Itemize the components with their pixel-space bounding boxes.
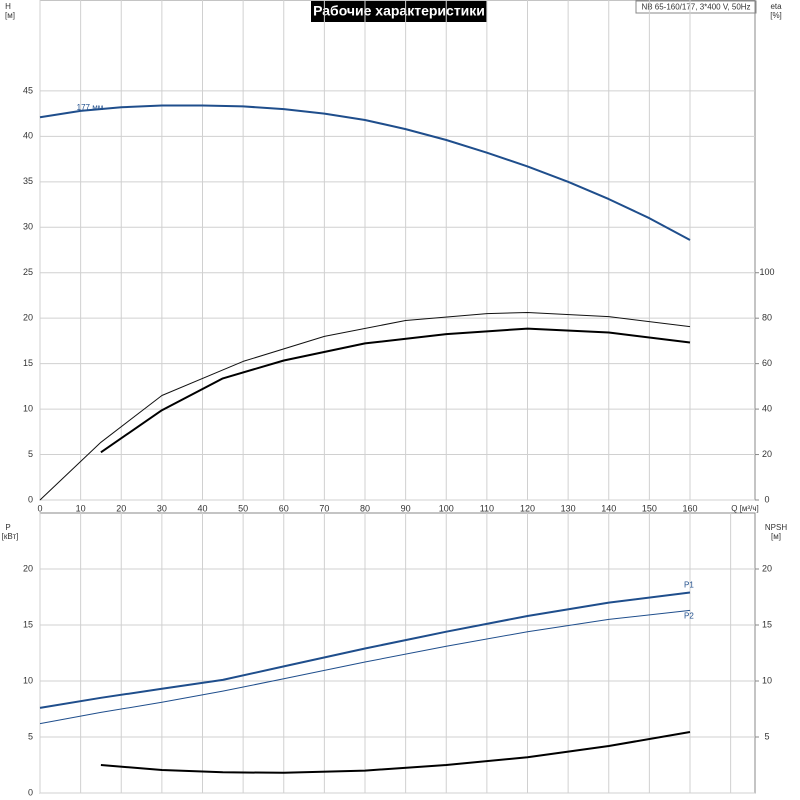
series-line: [39, 104, 691, 241]
x-tick-label: 70: [319, 503, 329, 513]
y-tick-label: 35: [23, 176, 33, 186]
x-tick-label: 110: [480, 503, 494, 513]
x-tick-label: 50: [238, 503, 248, 513]
x-tick-label: 140: [601, 503, 616, 513]
x-tick-label: 130: [561, 503, 576, 513]
y2-tick-label: 0: [764, 494, 769, 504]
series-line: [39, 591, 691, 709]
y2-axis-label: eta: [770, 2, 782, 11]
plot-area: [39, 0, 756, 501]
y2-tick-label: 40: [762, 403, 772, 413]
y-tick-label: 20: [23, 313, 33, 323]
y-tick-label: 10: [23, 675, 33, 685]
y2-axis-unit: [м]: [771, 532, 781, 541]
y2-tick-label: 60: [762, 358, 772, 368]
y2-tick-label: 20: [762, 449, 772, 459]
y-tick-label: 15: [23, 358, 33, 368]
y2-axis-unit: [%]: [770, 11, 782, 20]
y-axis-unit: [кВт]: [2, 532, 19, 541]
x-tick-label: 80: [360, 503, 370, 513]
y-tick-label: 0: [28, 494, 33, 504]
y-tick-label: 10: [23, 403, 33, 413]
model-label: NB 65-160/177, 3*400 V, 50Hz: [641, 3, 750, 12]
x-tick-label: 100: [439, 503, 454, 513]
model-box: [635, 0, 757, 14]
x-tick-label: 120: [520, 503, 535, 513]
y2-tick-label: 5: [764, 731, 769, 741]
y2-axis-label: NPSH: [765, 523, 787, 532]
series-line: [100, 731, 691, 774]
series-label: 177 мм: [77, 103, 104, 112]
y-tick-label: 45: [23, 85, 33, 95]
plot-area: [39, 512, 756, 794]
y-axis-unit: [м]: [5, 11, 15, 20]
y-tick-label: 20: [23, 563, 33, 573]
y-axis-label: H: [5, 2, 11, 11]
y-tick-label: 40: [23, 131, 33, 141]
x-tick-label: 0: [37, 503, 42, 513]
x-axis-label: Q [м³/ч]: [731, 504, 758, 513]
y2-tick-label: 15: [762, 619, 772, 629]
y-tick-label: 15: [23, 619, 33, 629]
y2-tick-label: 10: [762, 675, 772, 685]
y2-tick-label: 100: [759, 267, 774, 277]
series-label: P2: [684, 612, 694, 621]
y-tick-label: 5: [28, 731, 33, 741]
x-tick-label: 10: [76, 503, 86, 513]
x-tick-label: 60: [279, 503, 289, 513]
x-tick-label: 40: [197, 503, 207, 513]
chart-title: Рабочие характеристики: [313, 3, 485, 19]
series-line: [39, 609, 691, 725]
y-tick-label: 25: [23, 267, 33, 277]
x-tick-label: 90: [401, 503, 411, 513]
y-axis-label: P: [5, 523, 10, 532]
x-tick-label: 150: [642, 503, 657, 513]
y2-tick-label: 80: [762, 313, 772, 323]
series-label: P1: [684, 581, 694, 590]
y-tick-label: 5: [28, 449, 33, 459]
title-box: [311, 1, 487, 22]
series-line: [100, 327, 691, 454]
x-tick-label: 20: [116, 503, 126, 513]
x-tick-label: 30: [157, 503, 167, 513]
y2-tick-label: 20: [762, 563, 772, 573]
y-tick-label: 0: [28, 787, 33, 797]
y-tick-label: 30: [23, 222, 33, 232]
x-tick-label: 160: [682, 503, 697, 513]
series-line: [39, 312, 691, 501]
